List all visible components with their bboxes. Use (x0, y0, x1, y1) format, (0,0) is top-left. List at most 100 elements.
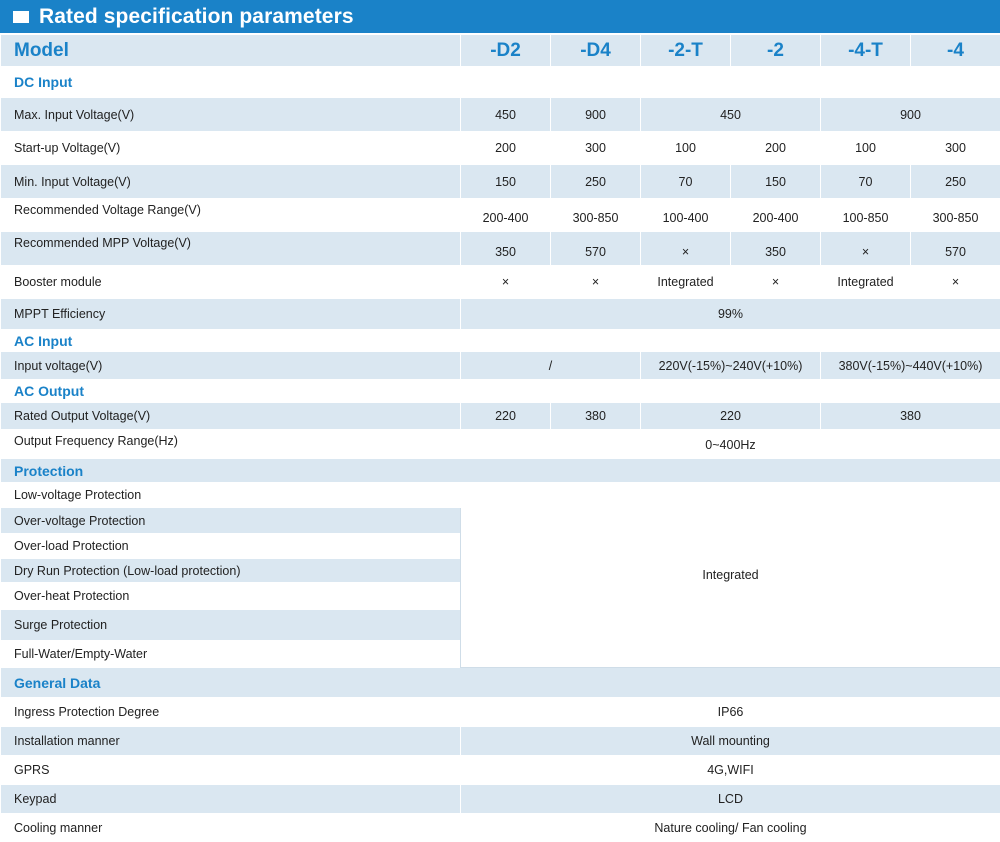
cell: 350 (461, 232, 551, 266)
cell: 300 (551, 132, 641, 165)
cell: 100-850 (821, 199, 911, 232)
cell: 200-400 (461, 199, 551, 232)
row-label: GPRS (1, 756, 461, 785)
cell: 380 (551, 403, 641, 430)
table-row: Input voltage(V) / 220V(-15%)~240V(+10%)… (1, 352, 1000, 380)
cell: 900 (551, 98, 641, 132)
cell: 300-850 (551, 199, 641, 232)
cell: 220 (641, 403, 821, 430)
cell: 4G,WIFI (461, 756, 1000, 785)
row-label: Max. Input Voltage(V) (1, 98, 461, 132)
model-header: Model (1, 35, 461, 67)
cell: 570 (551, 232, 641, 266)
table-row: Rated Output Voltage(V) 220 380 220 380 (1, 403, 1000, 430)
cell: × (461, 266, 551, 299)
cell: 200 (461, 132, 551, 165)
cell: 100 (641, 132, 731, 165)
cell: LCD (461, 785, 1000, 814)
row-label: Output Frequency Range(Hz) (1, 430, 461, 459)
row-label: Booster module (1, 266, 461, 299)
row-label: Full-Water/Empty-Water (1, 641, 461, 668)
cell: 250 (911, 165, 1000, 199)
table-row: GPRS 4G,WIFI (1, 756, 1000, 785)
col-4: -4 (911, 35, 1000, 67)
cell: 300 (911, 132, 1000, 165)
table-row: Max. Input Voltage(V) 450 900 450 900 (1, 98, 1000, 132)
section-ac-input: AC Input (1, 330, 1000, 352)
cell: × (641, 232, 731, 266)
cell: × (911, 266, 1000, 299)
cell: 100-400 (641, 199, 731, 232)
row-label: Dry Run Protection (Low-load protection) (1, 559, 461, 583)
section-ac-output: AC Output (1, 380, 1000, 403)
cell: 380V(-15%)~440V(+10%) (821, 352, 1000, 380)
cell: Integrated (821, 266, 911, 299)
cell: 250 (551, 165, 641, 199)
row-label: Recommended Voltage Range(V) (1, 199, 461, 232)
cell: 380 (821, 403, 1000, 430)
table-row: Keypad LCD (1, 785, 1000, 814)
cell: IP66 (461, 698, 1000, 727)
row-label: Over-heat Protection (1, 583, 461, 610)
table-row: MPPT Efficiency 99% (1, 299, 1000, 330)
col-2: -2 (731, 35, 821, 67)
col-4t: -4-T (821, 35, 911, 67)
cell: 150 (731, 165, 821, 199)
row-label: Over-voltage Protection (1, 508, 461, 534)
row-label: Surge Protection (1, 610, 461, 641)
cell: 900 (821, 98, 1000, 132)
header-row: Model -D2 -D4 -2-T -2 -4-T -4 (1, 35, 1000, 67)
row-label: Cooling manner (1, 814, 461, 842)
table-row: Installation manner Wall mounting (1, 727, 1000, 756)
col-2t: -2-T (641, 35, 731, 67)
cell: 220V(-15%)~240V(+10%) (641, 352, 821, 380)
protection-merged-cell: Integrated (461, 483, 1000, 668)
cell: × (821, 232, 911, 266)
col-d4: -D4 (551, 35, 641, 67)
table-row: Min. Input Voltage(V) 150 250 70 150 70 … (1, 165, 1000, 199)
cell: 70 (821, 165, 911, 199)
row-label: Low-voltage Protection (1, 483, 461, 508)
title-bar: Rated specification parameters (0, 0, 1000, 33)
section-general-data: General Data (1, 668, 1000, 698)
cell: 99% (461, 299, 1000, 330)
cell: 350 (731, 232, 821, 266)
cell: 220 (461, 403, 551, 430)
row-label: Start-up Voltage(V) (1, 132, 461, 165)
cell: 200 (731, 132, 821, 165)
row-label: Recommended MPP Voltage(V) (1, 232, 461, 266)
spec-table: Model -D2 -D4 -2-T -2 -4-T -4 DC Input M… (0, 34, 1000, 842)
cell: / (461, 352, 641, 380)
cell: 450 (461, 98, 551, 132)
row-label: MPPT Efficiency (1, 299, 461, 330)
cell: Integrated (641, 266, 731, 299)
cell: 0~400Hz (461, 430, 1000, 459)
row-label: Keypad (1, 785, 461, 814)
cell: 70 (641, 165, 731, 199)
title-square-icon (13, 11, 29, 23)
row-label: Ingress Protection Degree (1, 698, 461, 727)
section-protection: Protection (1, 459, 1000, 483)
page-title: Rated specification parameters (39, 5, 354, 29)
table-row: Output Frequency Range(Hz) 0~400Hz (1, 430, 1000, 459)
cell: 450 (641, 98, 821, 132)
table-row: Booster module × × Integrated × Integrat… (1, 266, 1000, 299)
table-row: Cooling manner Nature cooling/ Fan cooli… (1, 814, 1000, 842)
cell: 300-850 (911, 199, 1000, 232)
cell: Wall mounting (461, 727, 1000, 756)
row-label: Input voltage(V) (1, 352, 461, 380)
col-d2: -D2 (461, 35, 551, 67)
cell: 200-400 (731, 199, 821, 232)
cell: × (731, 266, 821, 299)
table-row: Start-up Voltage(V) 200 300 100 200 100 … (1, 132, 1000, 165)
table-row: Low-voltage Protection Integrated (1, 483, 1000, 508)
cell: 570 (911, 232, 1000, 266)
cell: 150 (461, 165, 551, 199)
table-row: Recommended Voltage Range(V) 200-400 300… (1, 199, 1000, 232)
cell: × (551, 266, 641, 299)
section-dc-input: DC Input (1, 67, 1000, 98)
row-label: Min. Input Voltage(V) (1, 165, 461, 199)
row-label: Rated Output Voltage(V) (1, 403, 461, 430)
row-label: Over-load Protection (1, 534, 461, 559)
row-label: Installation manner (1, 727, 461, 756)
